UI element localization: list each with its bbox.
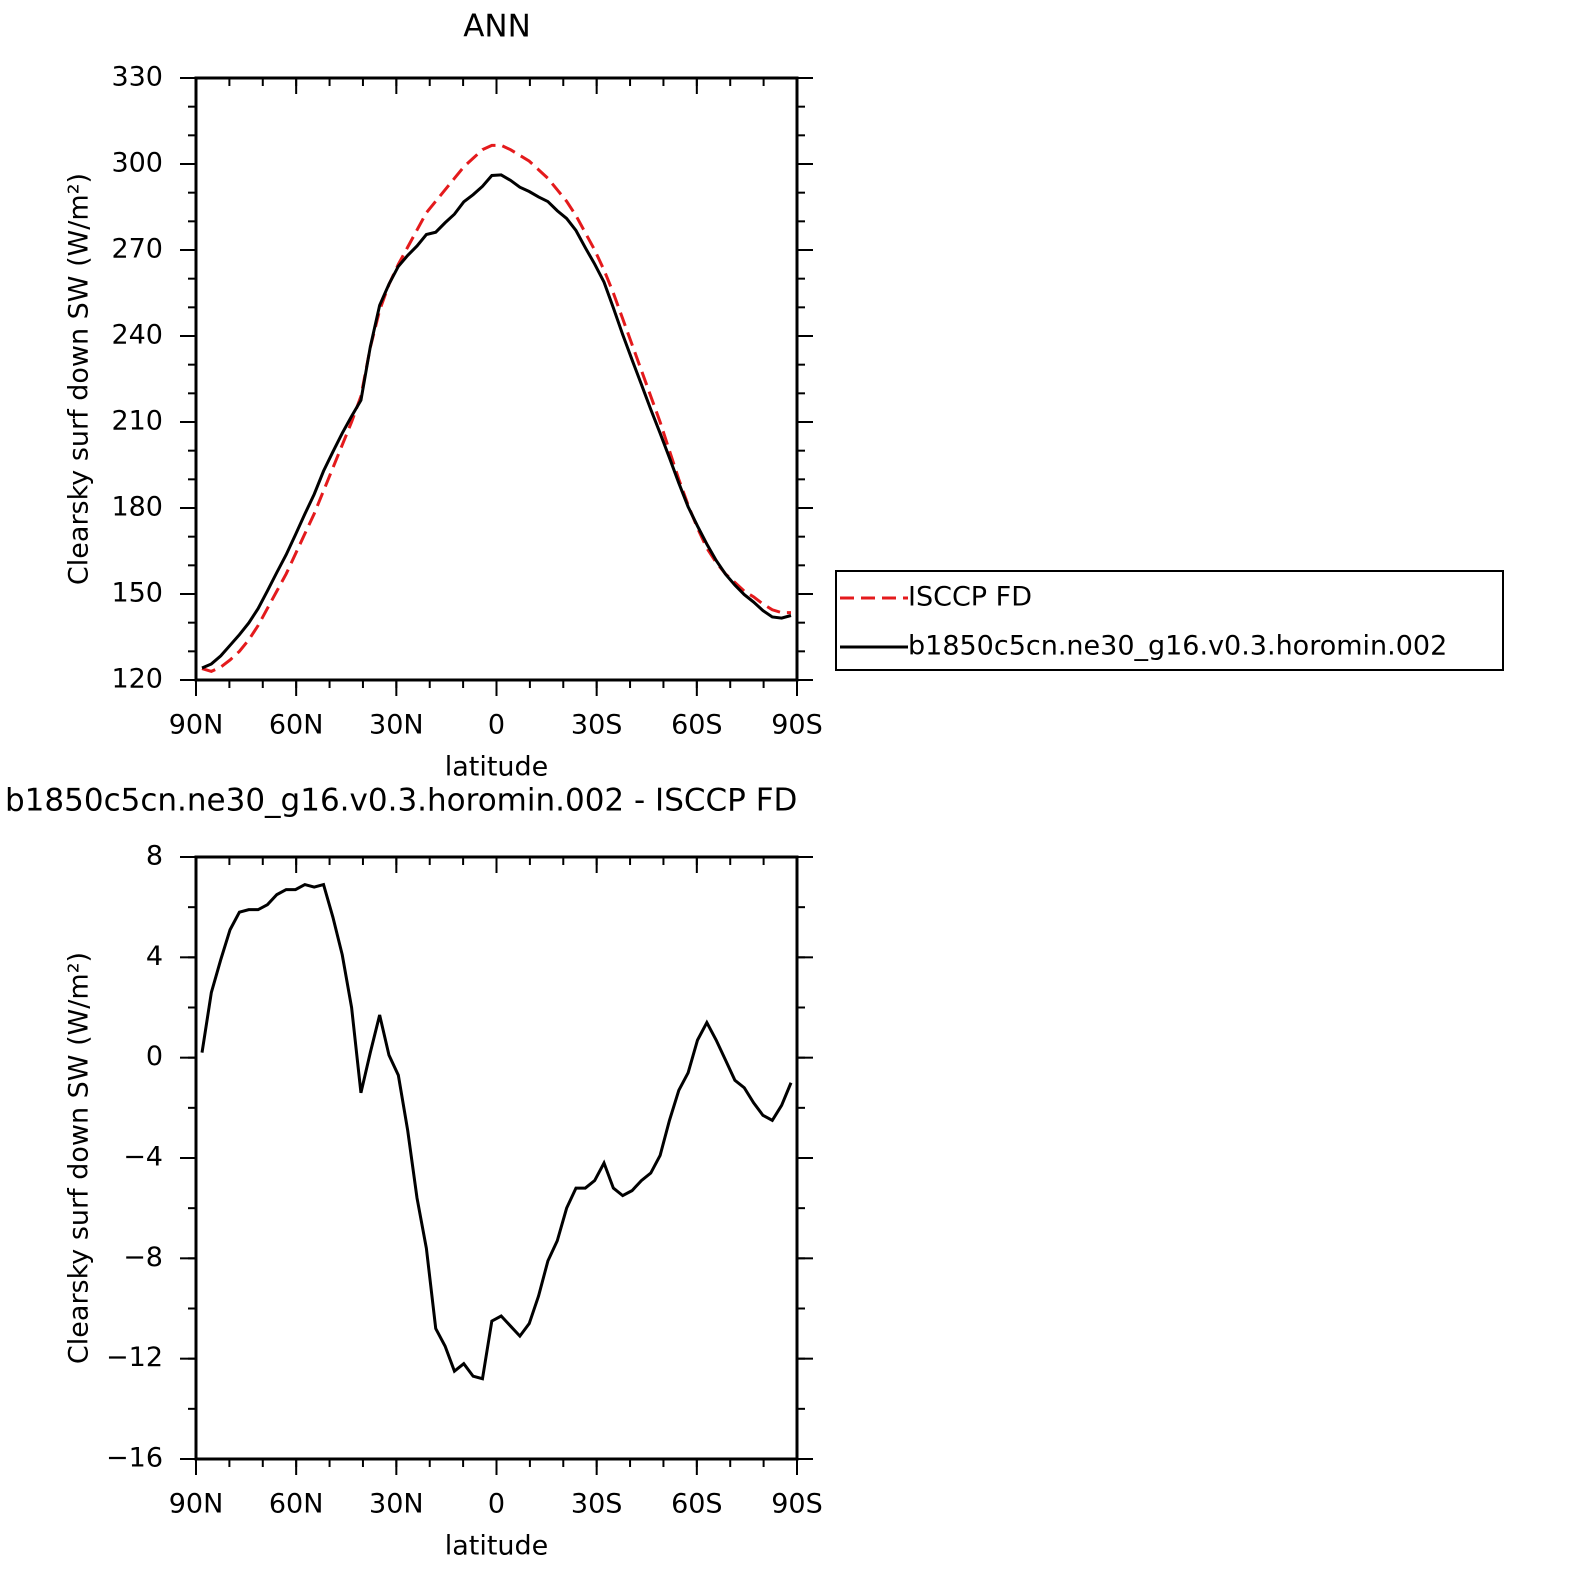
y-tick-label: −4 [123,1142,163,1173]
x-tick-label: 30N [369,710,424,741]
chart-title: b1850c5cn.ne30_g16.v0.3.horomin.002 - IS… [5,783,797,819]
y-tick-label: 4 [146,941,163,972]
x-axis-label: latitude [445,752,549,783]
y-tick-label: 0 [146,1041,163,1072]
y-tick-label: 180 [111,492,163,523]
y-tick-label: 240 [111,320,163,351]
y-tick-label: 8 [146,841,163,872]
x-tick-label: 90S [771,710,823,741]
chart: b1850c5cn.ne30_g16.v0.3.horomin.002 - IS… [5,783,823,1562]
y-tick-label: −12 [106,1342,163,1373]
legend: ISCCP FD b1850c5cn.ne30_g16.v0.3.horomin.… [835,570,1504,671]
x-tick-label: 30S [571,710,623,741]
y-tick-label: −16 [106,1443,163,1474]
data-line [200,882,793,1381]
x-tick-label: 0 [488,710,505,741]
legend-label: ISCCP FD [908,582,1032,613]
y-axis-label: Clearsky surf down SW (W/m²) [64,173,95,585]
plot-frame [194,76,799,682]
legend-label: b1850c5cn.ne30_g16.v0.3.horomin.002 [908,631,1447,662]
x-tick-label: 30S [571,1489,623,1520]
x-tick-label: 60N [269,1489,324,1520]
data-line [201,173,792,670]
y-tick-label: 150 [111,578,163,609]
y-tick-label: −8 [123,1242,163,1273]
chart: ANN latitude Clearsky surf down SW (W/m²) 9… [64,9,1504,783]
data-line [201,143,791,674]
plot-frame [194,855,799,1461]
y-tick-label: 330 [111,62,163,93]
x-tick-label: 0 [488,1489,505,1520]
x-tick-label: 30N [369,1489,424,1520]
x-tick-label: 90N [169,1489,224,1520]
x-tick-label: 60S [671,1489,723,1520]
y-axis-label: Clearsky surf down SW (W/m²) [64,952,95,1364]
chart-title: ANN [463,9,531,45]
y-tick-label: 270 [111,234,163,265]
x-tick-label: 90N [169,710,224,741]
x-axis-label: latitude [445,1531,549,1562]
x-tick-label: 60S [671,710,723,741]
x-tick-label: 90S [771,1489,823,1520]
x-tick-label: 60N [269,710,324,741]
y-tick-label: 120 [111,664,163,695]
y-tick-label: 210 [111,406,163,437]
y-tick-label: 300 [111,148,163,179]
legend-box [835,570,1504,671]
